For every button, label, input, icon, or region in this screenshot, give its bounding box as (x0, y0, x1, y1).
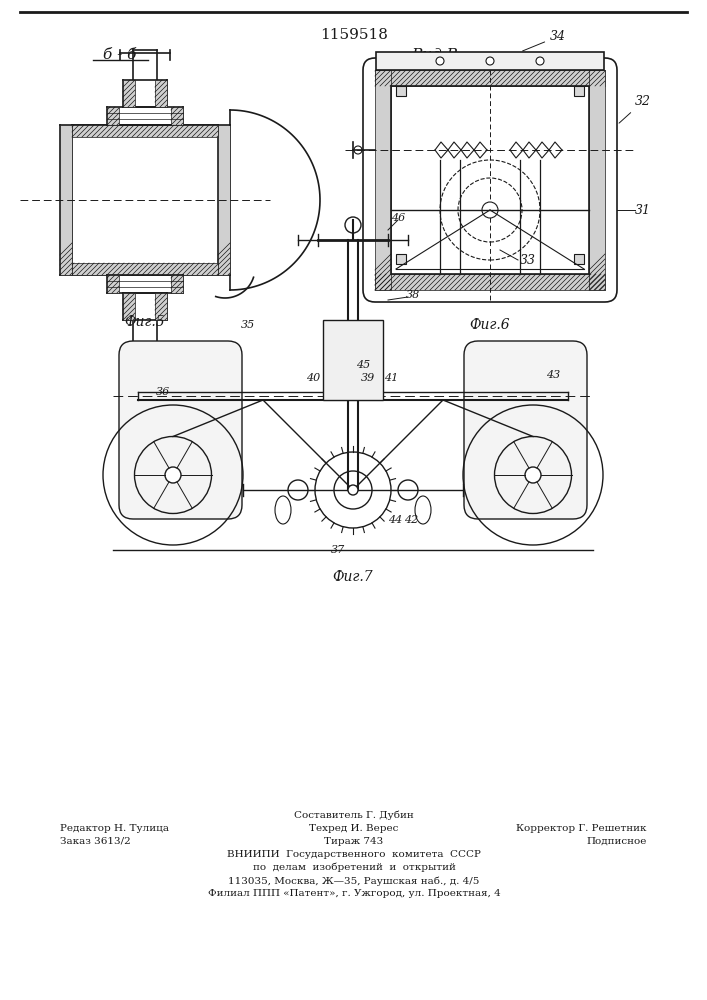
Circle shape (525, 467, 541, 483)
Circle shape (348, 485, 358, 495)
Circle shape (536, 57, 544, 65)
Bar (396, 254, 406, 264)
Circle shape (482, 202, 498, 218)
Bar (155, 80, 167, 107)
Text: по  делам  изобретений  и  открытий: по делам изобретений и открытий (252, 863, 455, 872)
Bar (574, 86, 584, 96)
Text: Филиал ППП «Патент», г. Ужгород, ул. Проектная, 4: Филиал ППП «Патент», г. Ужгород, ул. Про… (208, 889, 501, 898)
Circle shape (486, 57, 494, 65)
Text: 42: 42 (404, 515, 418, 525)
Bar (375, 70, 391, 290)
Bar (171, 275, 183, 293)
Bar (396, 86, 406, 96)
FancyBboxPatch shape (119, 341, 242, 519)
Text: 38: 38 (406, 290, 420, 300)
Text: 41: 41 (384, 373, 398, 383)
Text: Тираж 743: Тираж 743 (325, 837, 384, 846)
Text: Вид В: Вид В (411, 48, 458, 62)
Text: Составитель Г. Дубин: Составитель Г. Дубин (294, 810, 414, 820)
Text: 31: 31 (635, 204, 651, 217)
Bar (323, 320, 383, 400)
Bar (376, 52, 604, 70)
Text: Техред И. Верес: Техред И. Верес (310, 824, 399, 833)
Text: 39: 39 (361, 373, 375, 383)
Text: Фиг.6: Фиг.6 (469, 318, 510, 332)
Circle shape (436, 57, 444, 65)
Bar (155, 293, 167, 320)
Text: 32: 32 (619, 95, 651, 123)
FancyBboxPatch shape (464, 341, 587, 519)
Text: 40: 40 (306, 373, 320, 383)
Text: Заказ 3613/2: Заказ 3613/2 (60, 837, 131, 846)
Bar (60, 125, 72, 275)
Bar (375, 274, 605, 290)
Circle shape (165, 467, 181, 483)
Bar (391, 86, 589, 274)
Text: 44: 44 (388, 515, 402, 525)
Bar (72, 125, 218, 137)
Text: 37: 37 (331, 545, 345, 555)
Bar (107, 275, 119, 293)
Text: 35: 35 (241, 320, 255, 330)
Bar (171, 107, 183, 125)
Bar (123, 293, 135, 320)
Text: ВНИИПИ  Государственного  комитета  СССР: ВНИИПИ Государственного комитета СССР (227, 850, 481, 859)
Text: б - б: б - б (103, 48, 136, 62)
Text: 43: 43 (546, 370, 560, 380)
Bar (574, 254, 584, 264)
Bar (375, 70, 605, 86)
Bar (72, 263, 218, 275)
Bar (589, 70, 605, 290)
Text: 45: 45 (356, 360, 370, 370)
Text: Корректор Г. Решетник: Корректор Г. Решетник (517, 824, 647, 833)
Text: 1159518: 1159518 (320, 28, 388, 42)
Bar (107, 107, 119, 125)
Text: 33: 33 (520, 253, 536, 266)
Text: Фиг.5: Фиг.5 (124, 315, 165, 329)
Bar (123, 80, 135, 107)
Text: 36: 36 (156, 387, 170, 397)
Text: Подписное: Подписное (587, 837, 647, 846)
Bar (218, 125, 230, 275)
Text: 34: 34 (522, 30, 566, 51)
Text: Редактор Н. Тулица: Редактор Н. Тулица (60, 824, 169, 833)
Text: Фиг.7: Фиг.7 (333, 570, 373, 584)
Text: 46: 46 (391, 213, 405, 223)
Text: 113035, Москва, Ж—35, Раушская наб., д. 4/5: 113035, Москва, Ж—35, Раушская наб., д. … (228, 876, 479, 886)
Circle shape (345, 217, 361, 233)
